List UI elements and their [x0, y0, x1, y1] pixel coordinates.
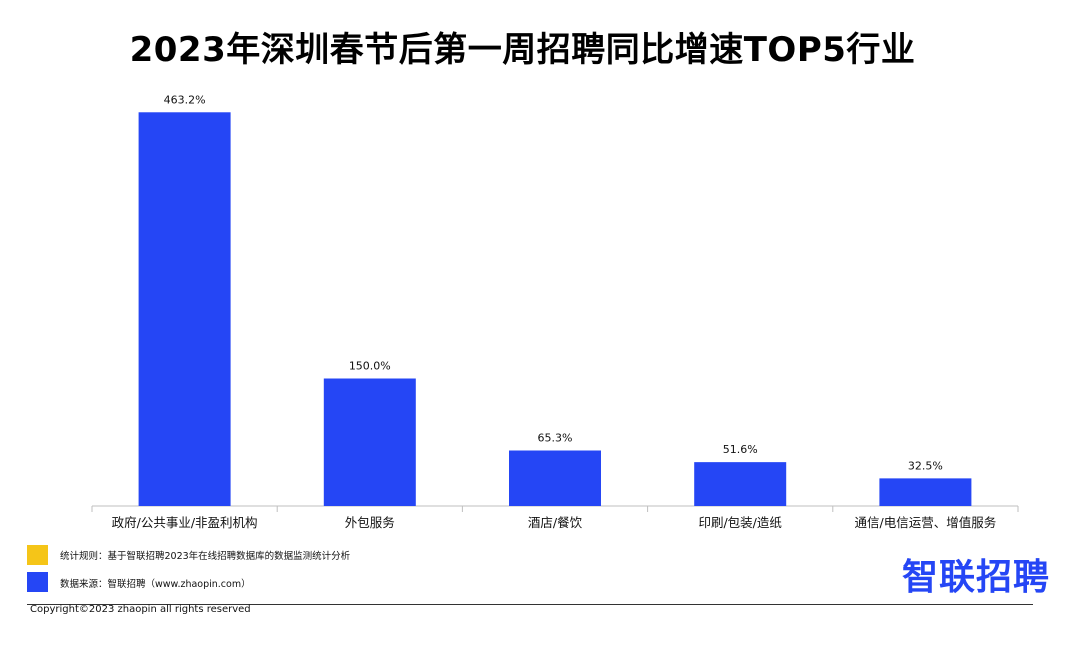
- zhaopin-logo: 智联招聘: [902, 557, 1051, 598]
- category-label-4: 通信/电信运营、增值服务: [855, 515, 997, 530]
- footer-divider: [27, 604, 1033, 605]
- category-label-3: 印刷/包装/造纸: [698, 515, 782, 530]
- category-label-1: 外包服务: [345, 515, 395, 530]
- category-label-2: 酒店/餐饮: [528, 515, 583, 530]
- bar-4: [879, 478, 972, 506]
- statistics-rule-note: 统计规则：基于智联招聘2023年在线招聘数据库的数据监测统计分析: [60, 551, 351, 562]
- rule-legend-swatch: [27, 545, 48, 565]
- data-label-2: 65.3%: [538, 431, 573, 444]
- copyright-text: Copyright©2023 zhaopin all rights reserv…: [30, 604, 251, 615]
- bar-2: [509, 450, 601, 506]
- category-label-0: 政府/公共事业/非盈利机构: [112, 515, 258, 530]
- bar-3: [694, 462, 787, 506]
- data-source-note: 数据来源：智联招聘（www.zhaopin.com）: [60, 579, 251, 590]
- bar-1: [323, 378, 416, 506]
- chart-title: 2023年深圳春节后第一周招聘同比增速TOP5行业: [129, 30, 916, 70]
- bar-0: [138, 112, 231, 506]
- data-label-3: 51.6%: [723, 443, 758, 456]
- data-label-0: 463.2%: [164, 93, 206, 106]
- data-label-1: 150.0%: [349, 360, 391, 373]
- source-legend-swatch: [27, 572, 48, 592]
- data-label-4: 32.5%: [908, 459, 943, 472]
